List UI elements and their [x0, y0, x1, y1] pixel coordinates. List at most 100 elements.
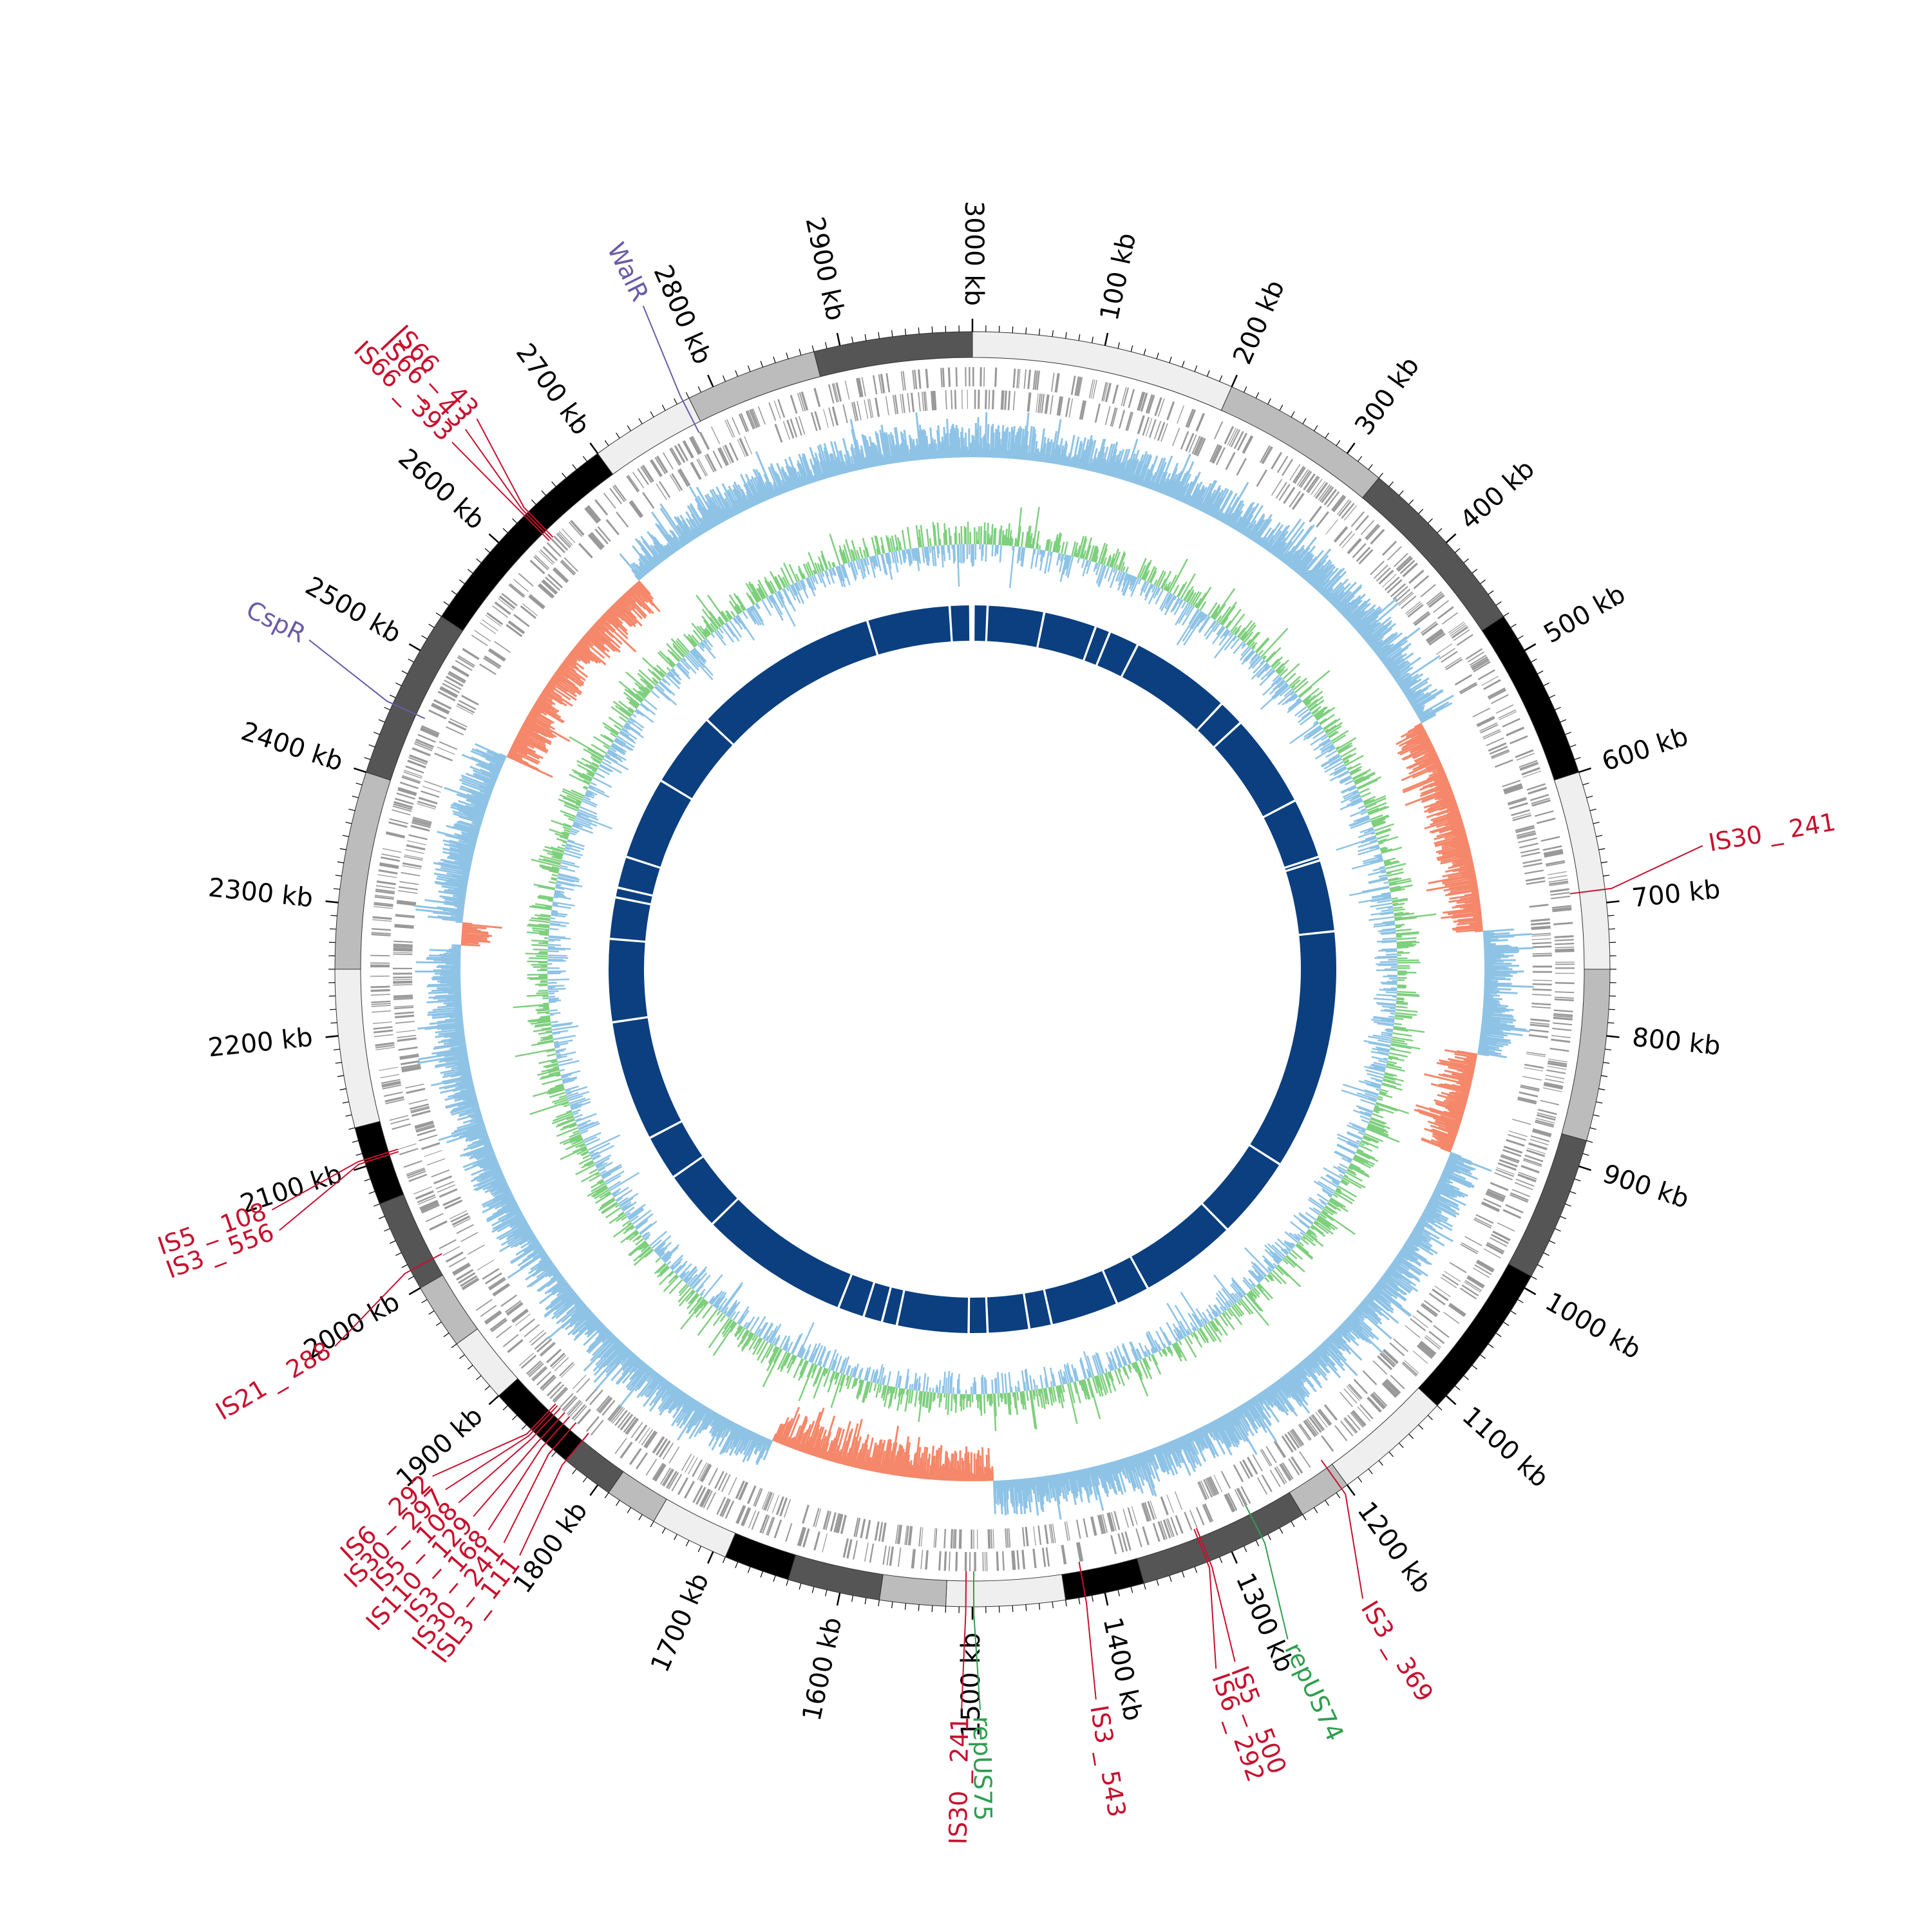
tick-mark	[443, 601, 450, 606]
tick-mark	[685, 1540, 690, 1546]
gene-mark	[1401, 1363, 1417, 1377]
skew-mark	[1369, 636, 1385, 648]
skew-mark	[1361, 621, 1380, 638]
gc-mark	[1265, 650, 1276, 663]
skew-mark	[1442, 846, 1470, 855]
skew-mark	[1434, 1099, 1466, 1110]
skew-mark	[1278, 553, 1285, 560]
gene-mark	[442, 683, 460, 694]
gene-mark	[1498, 709, 1517, 719]
gene-mark	[1037, 393, 1041, 413]
gene-mark	[594, 528, 609, 545]
gene-mark	[1453, 629, 1470, 641]
tick-mark	[1336, 440, 1341, 446]
tick-mark	[1480, 579, 1486, 584]
gene-mark	[1548, 878, 1568, 883]
skew-mark	[435, 994, 462, 998]
skew-mark	[1483, 1000, 1500, 1004]
skew-mark	[1381, 647, 1403, 663]
gene-mark	[1473, 1218, 1492, 1229]
skew-mark	[1236, 507, 1253, 532]
gene-mark	[1519, 760, 1538, 768]
gene-mark	[1417, 1343, 1434, 1358]
skew-mark	[1484, 987, 1511, 991]
skew-mark	[1142, 469, 1151, 488]
gene-mark	[491, 1319, 507, 1332]
gene-mark	[540, 1374, 556, 1390]
gene-mark	[1531, 922, 1551, 926]
contig-segment	[1331, 1387, 1438, 1486]
skew-mark	[1444, 1083, 1470, 1092]
gene-mark	[504, 1300, 522, 1313]
skew-mark	[1442, 1073, 1473, 1082]
skew-mark	[1436, 849, 1471, 860]
gene-mark	[571, 1404, 586, 1420]
gene-mark	[1340, 1392, 1353, 1407]
skew-mark	[1480, 1033, 1504, 1039]
skew-mark	[1426, 771, 1446, 781]
skew-mark	[1412, 764, 1443, 779]
skew-mark	[1283, 525, 1313, 564]
gene-mark	[1531, 797, 1550, 805]
gc-content-track	[513, 506, 1437, 1431]
gene-mark	[421, 726, 439, 736]
gene-mark	[1124, 1531, 1132, 1551]
gene-mark	[1265, 1446, 1277, 1463]
gene-mark	[1413, 575, 1429, 589]
skew-mark	[1318, 587, 1325, 593]
tick-mark	[355, 782, 363, 786]
skew-mark	[1484, 949, 1519, 952]
gene-mark	[949, 1551, 951, 1571]
skew-mark	[1483, 932, 1510, 936]
gene-mark	[1138, 392, 1146, 412]
tick-mark	[428, 1310, 435, 1315]
gene-mark	[857, 377, 864, 397]
gc-mark	[1033, 549, 1036, 555]
skew-mark	[1442, 869, 1475, 878]
skew-mark	[1380, 639, 1408, 661]
gene-mark	[1482, 729, 1501, 738]
skew-mark	[1379, 643, 1402, 661]
gene-mark	[1289, 491, 1302, 508]
skew-mark	[1222, 496, 1240, 524]
tick-mark	[1531, 658, 1537, 663]
gene-mark	[1546, 1069, 1566, 1074]
gene-mark	[825, 1511, 831, 1531]
gene-mark	[1549, 882, 1569, 887]
tick-mark	[572, 1468, 577, 1475]
skew-mark	[1231, 510, 1244, 529]
gene-mark	[835, 382, 842, 402]
skew-mark	[1104, 443, 1115, 475]
gene-mark	[938, 1551, 942, 1571]
gene-mark	[1088, 379, 1094, 399]
skew-mark	[989, 426, 993, 458]
skew-mark	[1080, 450, 1086, 469]
gene-mark	[1555, 950, 1575, 952]
skew-mark	[1345, 600, 1367, 621]
gene-mark	[529, 560, 545, 574]
skew-mark	[1414, 706, 1425, 714]
skew-mark	[1108, 448, 1118, 477]
gene-mark	[1551, 1038, 1571, 1043]
skew-mark	[1463, 1068, 1475, 1073]
gene-mark	[1039, 393, 1043, 413]
gene-mark	[1298, 470, 1311, 488]
skew-mark	[1436, 807, 1459, 817]
gene-mark	[1492, 1230, 1511, 1242]
tick-mark	[1291, 1521, 1295, 1528]
gene-mark	[1011, 1550, 1014, 1570]
skew-mark	[1480, 1032, 1491, 1036]
gene-mark	[390, 1118, 410, 1125]
skew-mark	[1469, 1054, 1477, 1058]
skew-mark	[1297, 554, 1315, 575]
skew-mark	[1404, 689, 1412, 696]
gene-mark	[451, 665, 469, 677]
gene-mark	[442, 1245, 460, 1256]
gene-mark	[785, 1523, 793, 1542]
gene-mark	[654, 1464, 667, 1482]
gene-mark	[1291, 1456, 1303, 1474]
gene-mark	[1150, 1500, 1157, 1519]
skew-mark	[1395, 672, 1408, 683]
skew-mark	[1429, 814, 1461, 826]
skew-mark	[1483, 998, 1495, 1001]
